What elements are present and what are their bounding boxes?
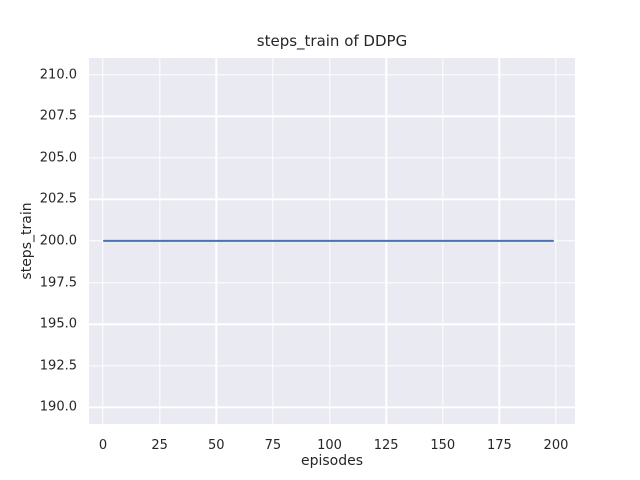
plot-area: 0 25 50 75 100 125 150 175 200 190.0 192.5 195.0 197… [40, 58, 575, 452]
y-gridline [89, 115, 575, 117]
y-gridline [89, 365, 575, 367]
y-tick-label: 195.0 [39, 316, 77, 332]
y-tick-label: 190.0 [39, 399, 77, 415]
y-gridline [89, 157, 575, 159]
x-tick-label: 50 [207, 438, 225, 453]
y-gridline [89, 73, 575, 76]
y-gridline [89, 406, 575, 409]
y-tick-label: 205.0 [39, 150, 77, 166]
y-tick-label: 192.5 [39, 358, 77, 374]
x-tick-label: 150 [430, 438, 456, 453]
y-gridline [89, 323, 575, 325]
y-gridline [89, 281, 575, 284]
x-tick-label: 0 [98, 438, 108, 453]
y-tick-label: 200.0 [39, 233, 77, 249]
x-tick-label: 175 [486, 438, 512, 453]
y-tick-label: 197.5 [39, 275, 77, 291]
y-tick-label: 207.5 [39, 108, 77, 124]
x-tick-label: 125 [373, 438, 399, 453]
y-tick-label: 210.0 [39, 67, 77, 83]
y-axis-label: steps_train [19, 202, 35, 280]
x-tick-label: 100 [317, 438, 342, 453]
x-axis-label: episodes [300, 453, 364, 469]
x-tick-label: 25 [151, 438, 168, 453]
series-line-steps_train [103, 239, 554, 243]
chart-title: steps_train of DDPG [256, 32, 408, 50]
y-tick-label: 202.5 [39, 191, 77, 207]
y-gridline [89, 198, 575, 201]
x-tick-label: 200 [543, 438, 569, 453]
x-tick-label: 75 [264, 438, 282, 453]
